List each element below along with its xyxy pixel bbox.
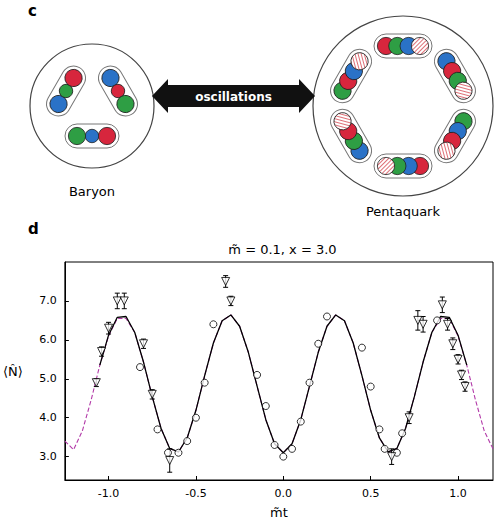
svg-text:m̃ = 0.1, x = 3.0: m̃ = 0.1, x = 3.0 <box>228 242 336 257</box>
svg-text:0.0: 0.0 <box>275 487 293 500</box>
svg-text:m̃t: m̃t <box>270 505 288 520</box>
svg-text:-1.0: -1.0 <box>98 487 119 500</box>
html-text:c: c <box>28 2 37 20</box>
svg-text:oscillations: oscillations <box>195 90 272 104</box>
svg-text:1.0: 1.0 <box>449 487 467 500</box>
svg-text:Pentaquark: Pentaquark <box>366 204 440 219</box>
svg-text:Baryon: Baryon <box>69 184 115 199</box>
svg-text:5.0: 5.0 <box>39 372 57 385</box>
svg-text:4.0: 4.0 <box>39 411 57 424</box>
svg-text:7.0: 7.0 <box>39 294 57 307</box>
svg-text:⟨N̂⟩: ⟨N̂⟩ <box>3 364 23 379</box>
svg-text:-0.5: -0.5 <box>185 487 206 500</box>
svg-text:3.0: 3.0 <box>39 450 57 463</box>
html-text:d: d <box>28 220 39 238</box>
svg-text:6.0: 6.0 <box>39 333 57 346</box>
svg-text:0.5: 0.5 <box>362 487 380 500</box>
